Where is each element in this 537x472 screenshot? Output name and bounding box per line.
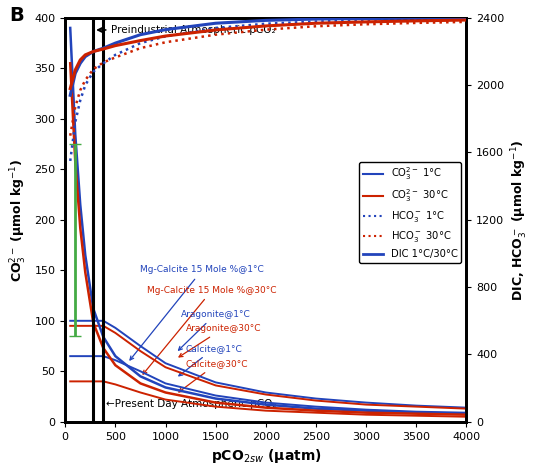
Text: Mg-Calcite 15 Mole %@30°C: Mg-Calcite 15 Mole %@30°C bbox=[143, 286, 277, 374]
Legend: CO$_3^{2-}$ 1°C, CO$_3^{2-}$ 30°C, HCO$_3^-$ 1°C, HCO$_3^-$ 30°C, DIC 1°C/30°C: CO$_3^{2-}$ 1°C, CO$_3^{2-}$ 30°C, HCO$_… bbox=[359, 162, 461, 263]
Text: ←Present Day Atmospheric pCO₂: ←Present Day Atmospheric pCO₂ bbox=[106, 398, 277, 409]
Text: Calcite@1°C: Calcite@1°C bbox=[179, 344, 242, 376]
Text: Mg-Calcite 15 Mole %@1°C: Mg-Calcite 15 Mole %@1°C bbox=[130, 265, 264, 360]
Text: Aragonite@1°C: Aragonite@1°C bbox=[178, 310, 250, 350]
Text: Aragonite@30°C: Aragonite@30°C bbox=[179, 324, 261, 357]
Text: Preindustrial Atmospheric pCO₂: Preindustrial Atmospheric pCO₂ bbox=[98, 25, 276, 35]
Text: B: B bbox=[9, 6, 24, 25]
Y-axis label: DIC, HCO$_3^-$ (μmol kg$^{-1}$): DIC, HCO$_3^-$ (μmol kg$^{-1}$) bbox=[510, 139, 530, 301]
X-axis label: pCO$_{2sw}$ (μatm): pCO$_{2sw}$ (μatm) bbox=[211, 447, 321, 465]
Text: Calcite@30°C: Calcite@30°C bbox=[179, 359, 248, 392]
Y-axis label: CO$_3^{2-}$ (μmol kg$^{-1}$): CO$_3^{2-}$ (μmol kg$^{-1}$) bbox=[9, 158, 29, 282]
